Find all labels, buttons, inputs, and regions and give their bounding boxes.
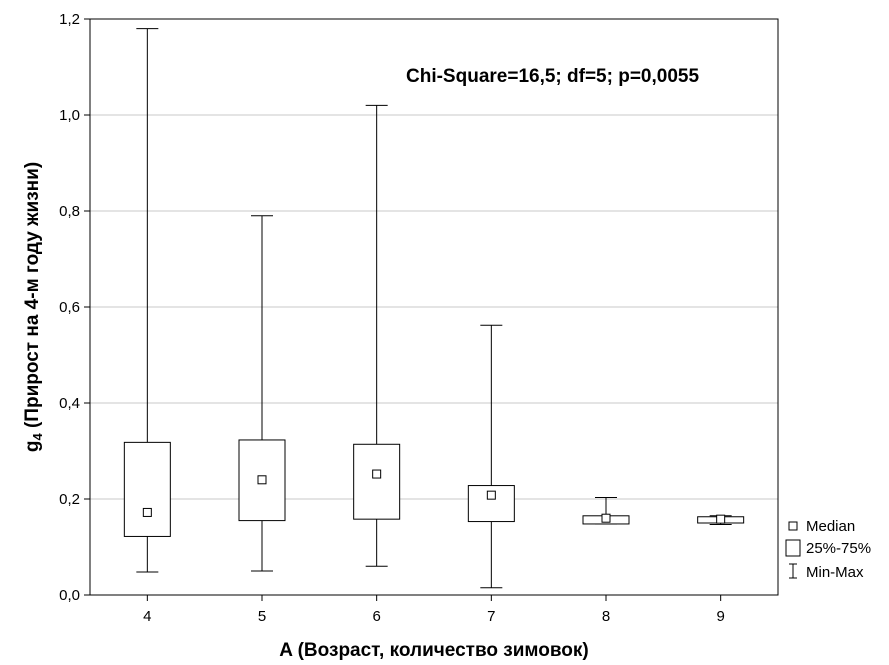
x-axis-title: A (Возраст, количество зимовок) [279,640,588,661]
y-axis-title-sub: 4 [30,433,45,441]
y-axis-title-main: g [22,441,43,453]
x-tick-label: 5 [258,608,266,625]
legend-whisker-icon [789,563,797,579]
y-tick-label: 1,2 [59,11,80,28]
median-marker [486,490,496,500]
box-group [467,324,515,589]
x-tick-label: 8 [602,608,610,625]
y-axis-title: g4 (Прирост на 4-м году жизни) [22,162,45,452]
median-marker [372,469,382,479]
gridlines [90,114,778,500]
box-group [353,104,401,567]
y-tick-label: 0,2 [59,491,80,508]
legend: Median 25%-75% Min-Max [785,518,871,581]
iqr-box [123,441,171,537]
box-series [123,28,745,589]
y-tick-label: 0,8 [59,203,80,220]
median-marker [716,514,726,524]
y-axis-title-rest: (Прирост на 4-м году жизни) [22,162,43,433]
box-group [123,28,171,573]
median-marker [257,475,267,485]
y-tick-label: 1,0 [59,107,80,124]
x-tick-label: 7 [487,608,495,625]
legend-median-icon [788,521,798,531]
y-axis: 0,0 0,2 0,4 0,6 0,8 1,0 1,2 [59,11,90,604]
box-group [697,514,745,525]
legend-median-label: Median [806,518,855,535]
box-group [238,215,286,572]
iqr-box [353,443,401,520]
x-tick-label: 6 [372,608,380,625]
median-marker [601,513,611,523]
y-tick-label: 0,4 [59,395,80,412]
y-tick-label: 0,6 [59,299,80,316]
x-axis: 4 5 6 7 8 9 [143,595,725,625]
x-tick-label: 9 [716,608,724,625]
legend-whisker-label: Min-Max [806,564,864,581]
median-marker [142,507,152,517]
annotation-stats: Chi-Square=16,5; df=5; p=0,0055 [406,66,699,87]
y-tick-label: 0,0 [59,587,80,604]
box-group [582,497,630,525]
legend-box-icon [785,539,801,557]
legend-box-label: 25%-75% [806,540,871,557]
x-tick-label: 4 [143,608,151,625]
